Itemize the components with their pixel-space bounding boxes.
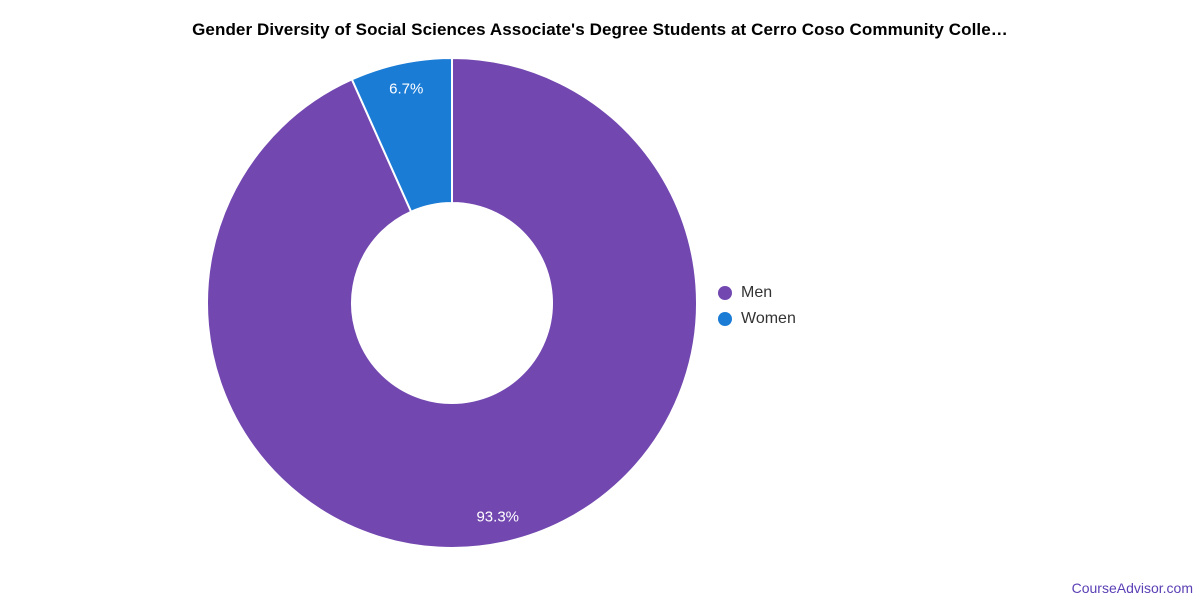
legend-marker-men-icon [718,286,732,300]
pie-slice-women[interactable] [350,57,453,213]
legend-label-men: Men [741,284,773,301]
pie-slice-men[interactable] [206,57,698,549]
courseadvisor-link[interactable]: CourseAdvisor.com [1071,580,1193,596]
legend: Men Women [718,280,796,332]
legend-item-women[interactable]: Women [718,306,796,332]
slice-label-men: 93.3% [476,509,519,526]
slice-label-women: 6.7% [389,80,423,97]
legend-marker-women-icon [718,312,732,326]
legend-label-women: Women [741,310,796,327]
legend-item-men[interactable]: Men [718,280,796,306]
chart-title: Gender Diversity of Social Sciences Asso… [192,20,1008,39]
